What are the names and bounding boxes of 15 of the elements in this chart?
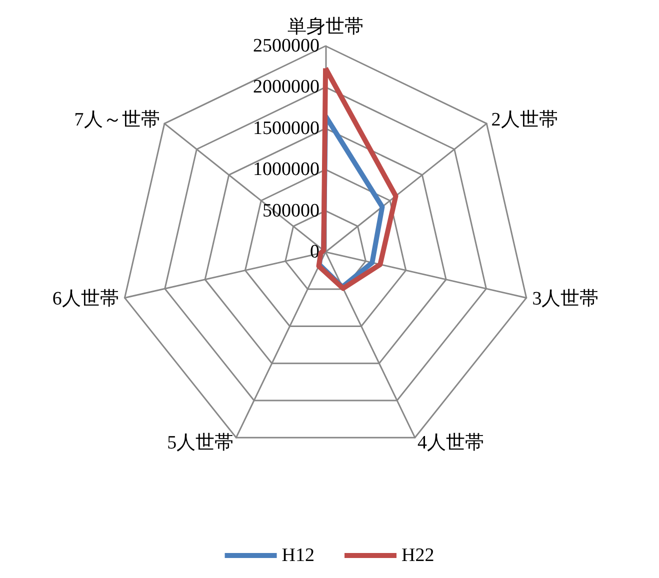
legend-label: H22 [402,545,434,566]
y-tick-label: 1500000 [253,118,320,139]
spoke-label: 7人～世帯 [74,109,160,130]
y-tick-label: 500000 [262,200,320,222]
spoke-label: 3人世帯 [532,288,599,310]
spoke-label: 2人世帯 [491,109,558,130]
spoke-label: 6人世帯 [52,288,119,310]
y-tick-label: 0 [310,242,320,263]
y-tick-label: 1000000 [253,159,320,180]
y-tick-label: 2000000 [253,76,320,98]
spoke-label: 4人世帯 [418,432,484,454]
spoke-label: 単身世帯 [288,16,364,38]
y-tick-label: 2500000 [253,36,320,57]
legend-label: H12 [282,545,315,566]
spoke-label: 5人世帯 [167,432,234,454]
